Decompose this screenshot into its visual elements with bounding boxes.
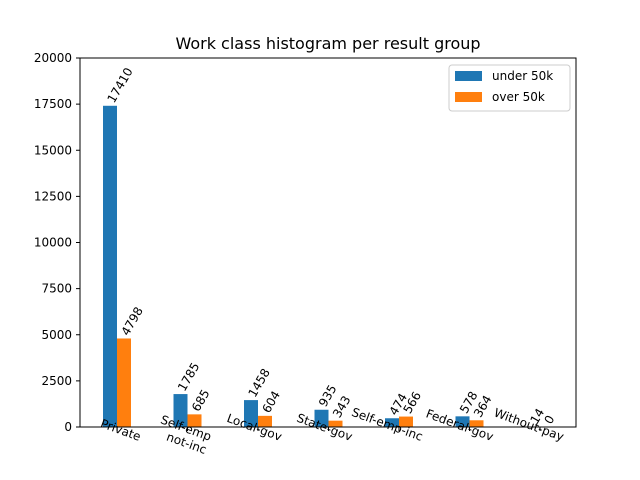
x-tick-label-line: Without-pay [492,406,566,444]
value-label-over-50k: 685 [189,387,213,414]
y-tick-label: 10000 [34,236,72,250]
bar-under-50k [173,394,188,427]
legend: under 50k over 50k [448,64,571,112]
bar-over-50k [399,416,413,427]
x-tick-label: Without-pay [492,406,566,444]
value-label-over-50k: 4798 [118,305,145,338]
x-tick-label: Self-empnot-inc [154,413,213,457]
y-tick-label: 5000 [41,328,72,342]
value-label-over-50k: 604 [259,389,283,416]
bars-layer [103,105,540,428]
bar-under-50k [103,105,117,428]
legend-label-under-50k: under 50k [492,69,553,83]
y-tick-label: 20000 [34,51,72,65]
y-tick-label: 12500 [34,189,72,203]
y-axis: 0 2500 5000 7500 10000 12500 15000 17500 20000 [34,51,80,434]
y-tick-label: 0 [64,420,72,434]
legend-label-over-50k: over 50k [492,90,545,104]
bar-over-50k [117,338,131,427]
bar-under-50k [244,400,258,427]
legend-swatch-under-50k [455,71,482,81]
bar-under-50k [385,418,399,427]
bar-under-50k [455,416,470,427]
value-label-under-50k: 17410 [104,65,135,105]
y-tick-label: 2500 [41,374,72,388]
y-tick-label: 15000 [34,143,72,157]
bar-under-50k [314,409,329,427]
bar-over-50k [187,414,202,427]
y-tick-label: 17500 [34,97,72,111]
bar-over-50k [258,415,272,427]
bar-over-50k [328,420,343,427]
legend-swatch-over-50k [455,92,482,102]
value-label-over-50k: 566 [400,389,424,416]
value-label-under-50k: 14 [527,406,547,426]
plot-frame [79,57,577,428]
y-tick-label: 7500 [41,282,72,296]
value-label-under-50k: 1785 [175,360,202,393]
bar-over-50k [469,420,484,427]
chart-title: Work class histogram per result group [175,34,480,53]
